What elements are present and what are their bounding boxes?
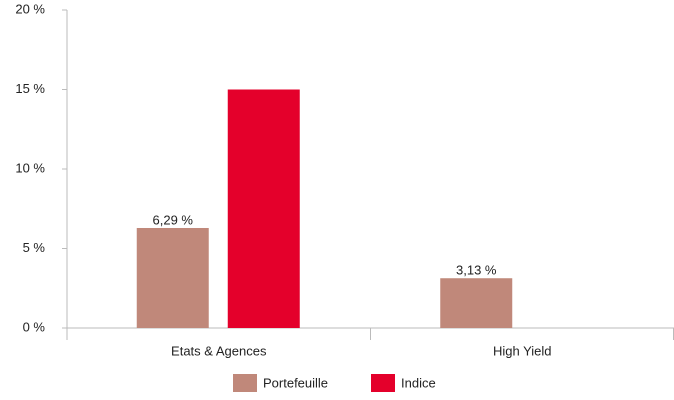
y-tick-label: 20 % bbox=[15, 1, 45, 16]
legend-label: Portefeuille bbox=[263, 375, 328, 390]
bar bbox=[440, 278, 513, 328]
y-tick-label: 10 % bbox=[15, 160, 45, 175]
data-label: 3,13 % bbox=[456, 263, 497, 278]
legend-swatch bbox=[371, 374, 395, 392]
x-tick-label: Etats & Agences bbox=[171, 343, 267, 358]
x-tick-label: High Yield bbox=[493, 343, 552, 358]
data-label: 6,29 % bbox=[153, 212, 194, 227]
y-tick-label: 5 % bbox=[23, 240, 46, 255]
y-tick-label: 15 % bbox=[15, 81, 45, 96]
legend-label: Indice bbox=[401, 375, 436, 390]
bar bbox=[136, 227, 209, 328]
bar bbox=[227, 89, 300, 328]
y-tick-label: 0 % bbox=[23, 319, 46, 334]
legend-swatch bbox=[233, 374, 257, 392]
